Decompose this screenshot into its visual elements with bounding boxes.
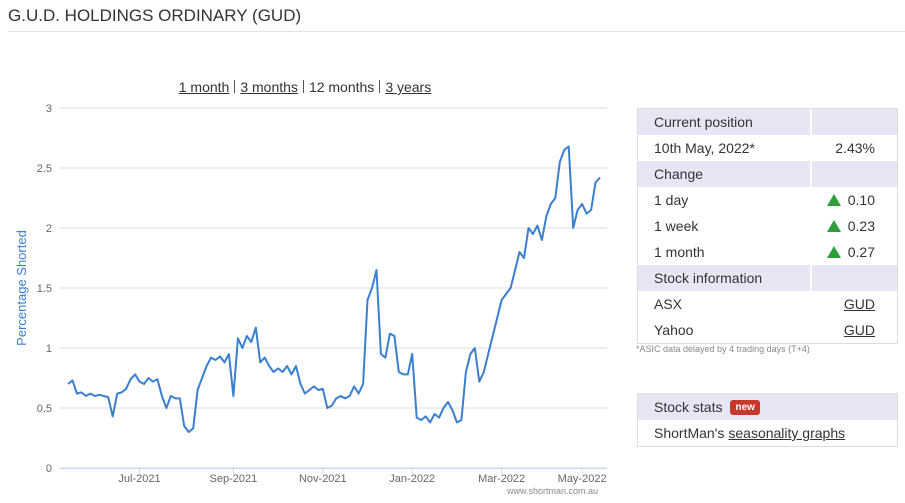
chart: Percentage Shorted www.shortman.com.au 0… xyxy=(14,103,607,496)
row-value: 0.10 xyxy=(847,192,875,208)
section-heading: Current position xyxy=(654,114,753,130)
x-tick-label: Jan-2022 xyxy=(389,473,435,485)
watermark: www.shortman.com.au xyxy=(506,486,598,496)
row-value-cell: 2.43% xyxy=(835,140,897,156)
stats-heading: Stock stats xyxy=(654,399,723,415)
position-table: Current position 10th May, 2022* 2.43% Chan… xyxy=(637,108,898,344)
x-tick-label: May-2022 xyxy=(558,473,607,485)
period-link[interactable]: 3 months xyxy=(240,79,298,95)
row-value: 0.23 xyxy=(847,218,875,234)
row-label: Yahoo xyxy=(654,322,694,338)
y-tick-label: 3 xyxy=(46,103,52,115)
row-label: 1 week xyxy=(654,218,699,234)
table-row: 1 month 0.27 xyxy=(638,239,897,265)
stats-row: ShortMan's seasonality graphs xyxy=(638,420,897,446)
stats-heading-row: Stock stats new xyxy=(638,394,897,420)
period-link: 12 months xyxy=(308,79,375,95)
section-heading: Stock information xyxy=(654,270,763,286)
up-arrow xyxy=(826,220,841,232)
separator xyxy=(234,80,236,93)
y-tick-label: 1 xyxy=(46,343,52,355)
new-badge: new xyxy=(730,399,760,415)
up-arrow xyxy=(826,194,841,206)
x-tick-label: Sep-2021 xyxy=(210,473,258,485)
row-value-cell: 0.27 xyxy=(826,244,897,260)
row-link[interactable]: GUD xyxy=(843,296,875,312)
row-label: 1 month xyxy=(654,244,705,260)
row-value-cell: 0.10 xyxy=(826,192,897,208)
title-rule xyxy=(8,31,905,32)
footnote: *ASIC data delayed by 4 trading days (T+… xyxy=(636,344,810,354)
table-row: 1 day 0.10 xyxy=(638,187,897,213)
page-title: G.U.D. HOLDINGS ORDINARY (GUD) xyxy=(8,6,302,25)
y-tick-label: 2.5 xyxy=(37,163,52,175)
row-value-cell: GUD xyxy=(844,296,897,312)
stats-text: ShortMan's xyxy=(654,425,725,441)
y-tick-label: 0.5 xyxy=(37,403,52,415)
y-tick-label: 0 xyxy=(46,463,52,475)
row-label: ASX xyxy=(654,296,683,312)
row-label: 1 day xyxy=(654,192,689,208)
seasonality-link[interactable]: seasonality graphs xyxy=(728,425,846,441)
row-value: 2.43% xyxy=(835,140,875,156)
row-value: 0.27 xyxy=(847,244,875,260)
separator xyxy=(379,80,381,93)
x-tick-label: Mar-2022 xyxy=(478,473,525,485)
period-selector: 1 month 3 months 12 months 3 years xyxy=(0,79,610,95)
table-row: Yahoo GUD xyxy=(638,317,897,343)
row-value-cell: 0.23 xyxy=(826,218,897,234)
separator xyxy=(302,80,304,93)
row-value-cell: GUD xyxy=(844,322,897,338)
row-link[interactable]: GUD xyxy=(843,322,875,338)
x-tick-label: Jul-2021 xyxy=(118,473,160,485)
period-link[interactable]: 1 month xyxy=(178,79,230,95)
section-heading-row: Change xyxy=(638,161,897,187)
y-axis-label: Percentage Shorted xyxy=(14,230,29,346)
up-arrow xyxy=(826,246,841,258)
table-row: 10th May, 2022* 2.43% xyxy=(638,135,897,161)
period-link[interactable]: 3 years xyxy=(385,79,432,95)
table-row: ASX GUD xyxy=(638,291,897,317)
table-row: 1 week 0.23 xyxy=(638,213,897,239)
row-label: 10th May, 2022* xyxy=(654,140,755,156)
section-heading-row: Stock information xyxy=(638,265,897,291)
section-heading: Change xyxy=(654,166,704,182)
y-tick-label: 1.5 xyxy=(37,283,52,295)
y-tick-label: 2 xyxy=(46,223,52,235)
x-tick-label: Nov-2021 xyxy=(299,473,347,485)
section-heading-row: Current position xyxy=(638,109,897,135)
data-line xyxy=(67,145,601,433)
stats-box: Stock stats new ShortMan's seasonality g… xyxy=(637,393,898,447)
